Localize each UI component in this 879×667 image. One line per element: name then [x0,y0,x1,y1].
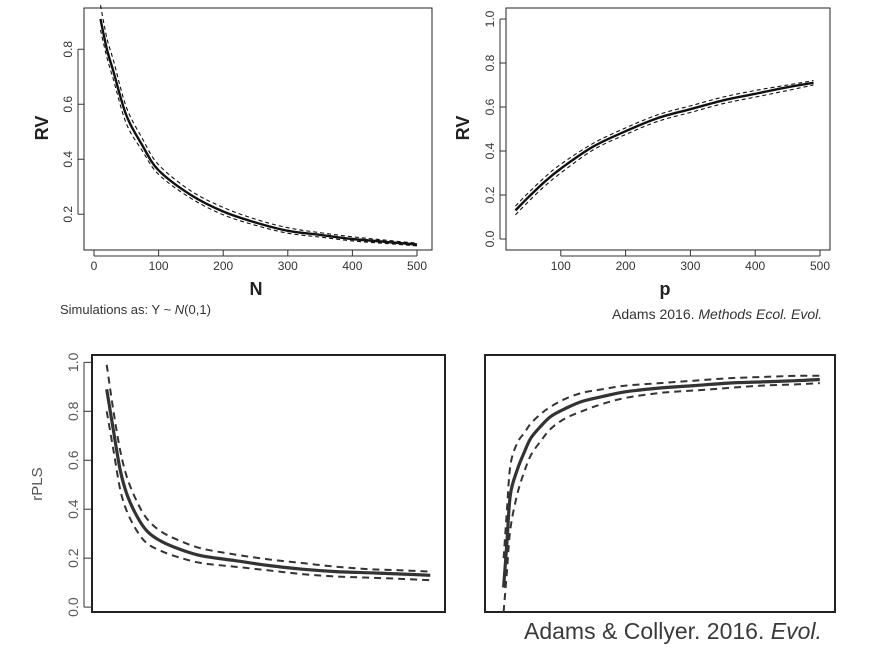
y-axis-label: RV [32,116,52,141]
simulation-note-prefix: Simulations as: Y ~ [60,302,175,317]
y-tick-label: 0.2 [61,206,75,223]
y-axis-label: RV [453,116,473,141]
simulation-note-n: N [174,302,185,317]
y-tick-label: 1.0 [65,352,81,372]
confidence-band-line [105,411,431,582]
plot-frame [91,354,446,613]
chart-rpls-decline: 0.0 0.2 0.4 0.6 0.8 1.0 rPLS [29,352,446,617]
y-tick-label: 0.4 [61,151,75,168]
y-tick-label: 0.2 [483,186,497,203]
x-tick-label: 500 [810,259,830,273]
x-tick-label: 400 [745,259,765,273]
x-axis-label: N [250,279,263,299]
mean-series-line [502,377,820,588]
y-tick-label: 0.8 [65,401,81,421]
y-tick-label: 0.0 [483,230,497,247]
confidence-band-line [515,84,814,216]
x-tick-label: 300 [680,259,700,273]
citation-author: Adams 2016. [612,306,699,322]
y-tick-label: 0.6 [61,96,75,113]
simulation-note-suffix: (0,1) [184,302,211,317]
confidence-band-line [502,382,820,613]
citation-adams-2016: Adams 2016. Methods Ecol. Evol. [612,306,822,322]
y-tick-label: 0.4 [483,142,497,159]
x-tick-label: 100 [149,259,169,273]
x-tick-label: 200 [616,259,636,273]
y-tick-label: 0.6 [65,450,81,470]
citation-adams-collyer-2016: Adams & Collyer. 2016. Evol. [524,618,822,645]
plot-frame [484,354,836,613]
confidence-band-line [515,80,814,207]
y-tick-label: 0.8 [61,41,75,58]
x-tick-label: 0 [91,259,98,273]
x-tick-label: 500 [407,259,427,273]
plot-frame [83,7,433,251]
x-tick-label: 300 [278,259,298,273]
citation-journal: Evol. [770,618,822,644]
y-tick-label: 0.4 [65,499,81,519]
x-tick-label: 200 [213,259,233,273]
confidence-band-line [105,364,431,573]
citation-author: Adams & Collyer. 2016. [524,618,771,644]
citation-journal: Methods Ecol. Evol. [698,306,823,322]
y-tick-label: 0.2 [65,548,81,568]
x-tick-label: 100 [551,259,571,273]
y-tick-label: 0.8 [483,54,497,71]
x-tick-label: 400 [342,259,362,273]
confidence-band-line [502,374,820,559]
chart-rpls-increase [484,354,836,613]
simulation-note: Simulations as: Y ~ N(0,1) [60,302,211,317]
y-tick-label: 1.0 [483,10,497,27]
confidence-band-line [99,5,418,244]
confidence-band-line [99,29,418,247]
mean-series-line [99,18,418,246]
chart-rv-vs-n: 0 100 200 300 400 500 0.2 0.4 0.6 0.8 N RV [32,5,433,299]
mean-series-line [105,389,431,577]
y-tick-label: 0.6 [483,98,497,115]
plot-frame [505,7,831,251]
y-axis-label: rPLS [29,467,46,500]
mean-series-line [514,81,814,212]
y-tick-label: 0.0 [65,597,81,617]
chart-rv-vs-p: 100 200 300 400 500 0.0 0.2 0.4 0.6 0.8 1.0 p RV [453,7,831,299]
x-axis-label: p [660,279,671,299]
